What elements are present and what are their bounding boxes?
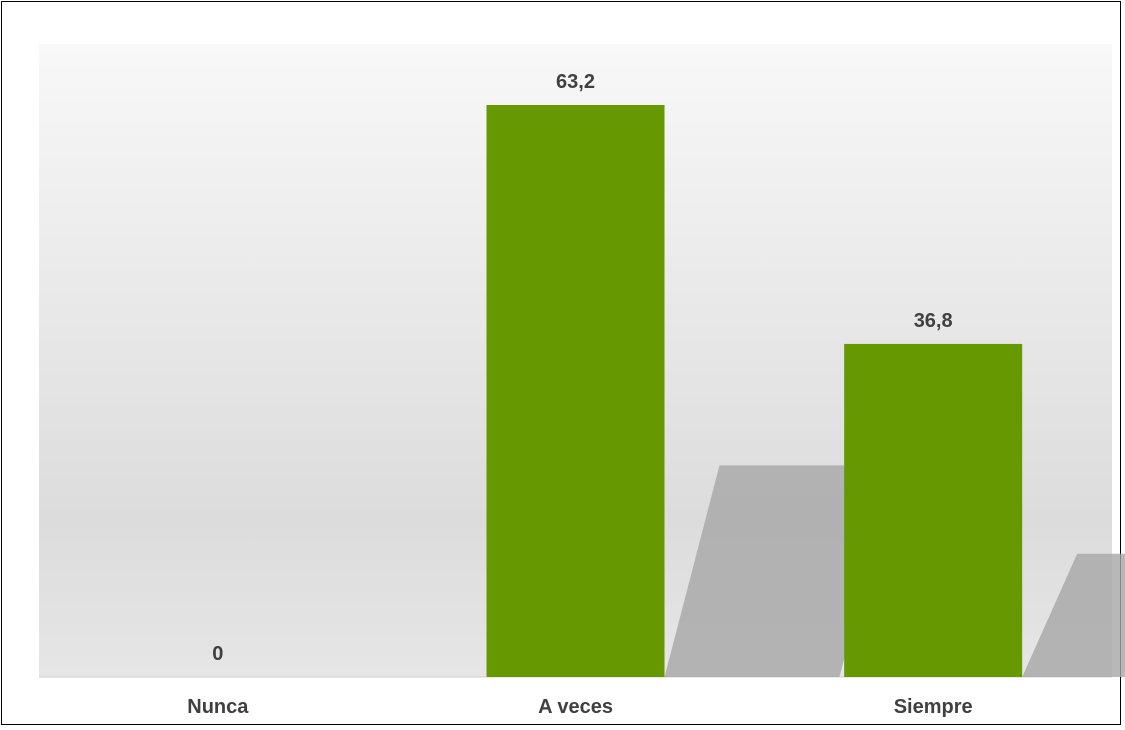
data-label: 0 [212,643,223,665]
data-label: 63,2 [556,71,595,93]
bar-siempre[interactable] [844,344,1022,677]
bar-a-veces[interactable] [487,105,665,677]
x-tick-label: Nunca [187,696,249,718]
data-label: 36,8 [914,310,953,332]
x-tick-label: A veces [538,696,613,718]
x-tick-label: Siempre [894,696,973,718]
x-tick-labels: Nunca A veces Siempre [187,696,972,718]
